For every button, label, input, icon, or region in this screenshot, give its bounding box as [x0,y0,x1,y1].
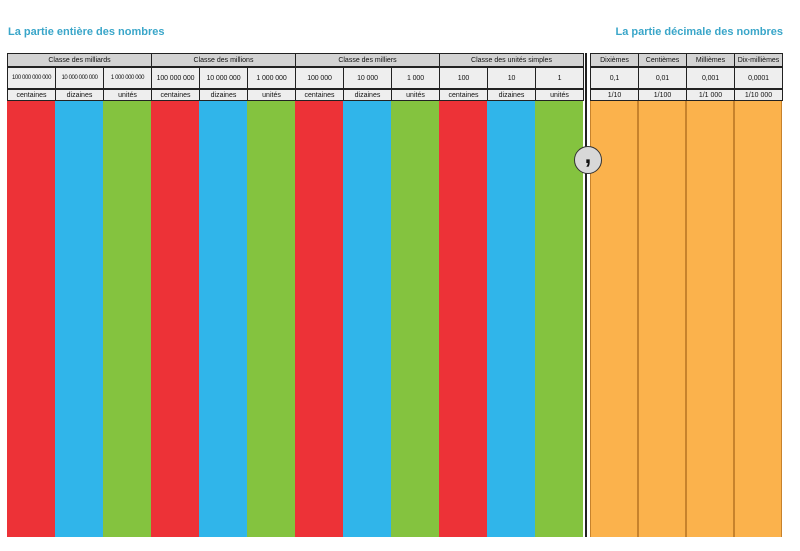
column-centaines [295,101,343,537]
rank-label: centaines [439,89,488,101]
decimal-column [590,101,638,537]
rank-label: dizaines [55,89,104,101]
place-value-table: Classe des milliards 100 000 000 000 centa… [7,53,783,537]
decimal-fraction: 1/10 000 [734,89,783,101]
decimal-value: 0,0001 [734,67,783,89]
decimal-rank-header: Centièmes [638,53,687,67]
integer-part-title: La partie entière des nombres [8,26,165,38]
decimal-part-title: La partie décimale des nombres [615,26,783,38]
decimal-fraction: 1/10 [590,89,639,101]
decimal-value: 0,001 [686,67,735,89]
column-dizaines [487,101,535,537]
place-value: 10 [487,67,536,89]
place-value: 1 000 000 000 [103,67,152,89]
decimal-rank-header: Dixièmes [590,53,639,67]
class-header: Classe des milliers [295,53,440,67]
class-header: Classe des unités simples [439,53,584,67]
rank-label: centaines [7,89,56,101]
decimal-fraction: 1/100 [638,89,687,101]
place-value: 10 000 000 [199,67,248,89]
column-unités [391,101,439,537]
rank-label: centaines [295,89,344,101]
decimal-rank-header: Millièmes [686,53,735,67]
decimal-separator-line [585,53,587,537]
column-unités [103,101,151,537]
place-value: 1 000 [391,67,440,89]
rank-label: unités [391,89,440,101]
decimal-comma-marker: , [574,144,602,174]
place-value: 100 000 000 000 [7,67,56,89]
decimal-value: 0,01 [638,67,687,89]
column-dizaines [199,101,247,537]
rank-label: unités [103,89,152,101]
column-unités [535,101,583,537]
place-value: 100 000 [295,67,344,89]
decimal-fraction: 1/1 000 [686,89,735,101]
rank-label: dizaines [487,89,536,101]
place-value: 100 000 000 [151,67,200,89]
rank-label: unités [535,89,584,101]
rank-label: dizaines [343,89,392,101]
decimal-column [686,101,734,537]
place-value: 10 000 000 000 [55,67,104,89]
rank-label: dizaines [199,89,248,101]
place-value: 100 [439,67,488,89]
column-unités [247,101,295,537]
decimal-column [734,101,782,537]
rank-label: unités [247,89,296,101]
column-centaines [151,101,199,537]
column-centaines [7,101,55,537]
decimal-value: 0,1 [590,67,639,89]
column-dizaines [55,101,103,537]
place-value: 1 000 000 [247,67,296,89]
place-value: 1 [535,67,584,89]
column-centaines [439,101,487,537]
decimal-column [638,101,686,537]
rank-label: centaines [151,89,200,101]
place-value: 10 000 [343,67,392,89]
decimal-rank-header: Dix-millièmes [734,53,783,67]
class-header: Classe des millions [151,53,296,67]
column-dizaines [343,101,391,537]
class-header: Classe des milliards [7,53,152,67]
